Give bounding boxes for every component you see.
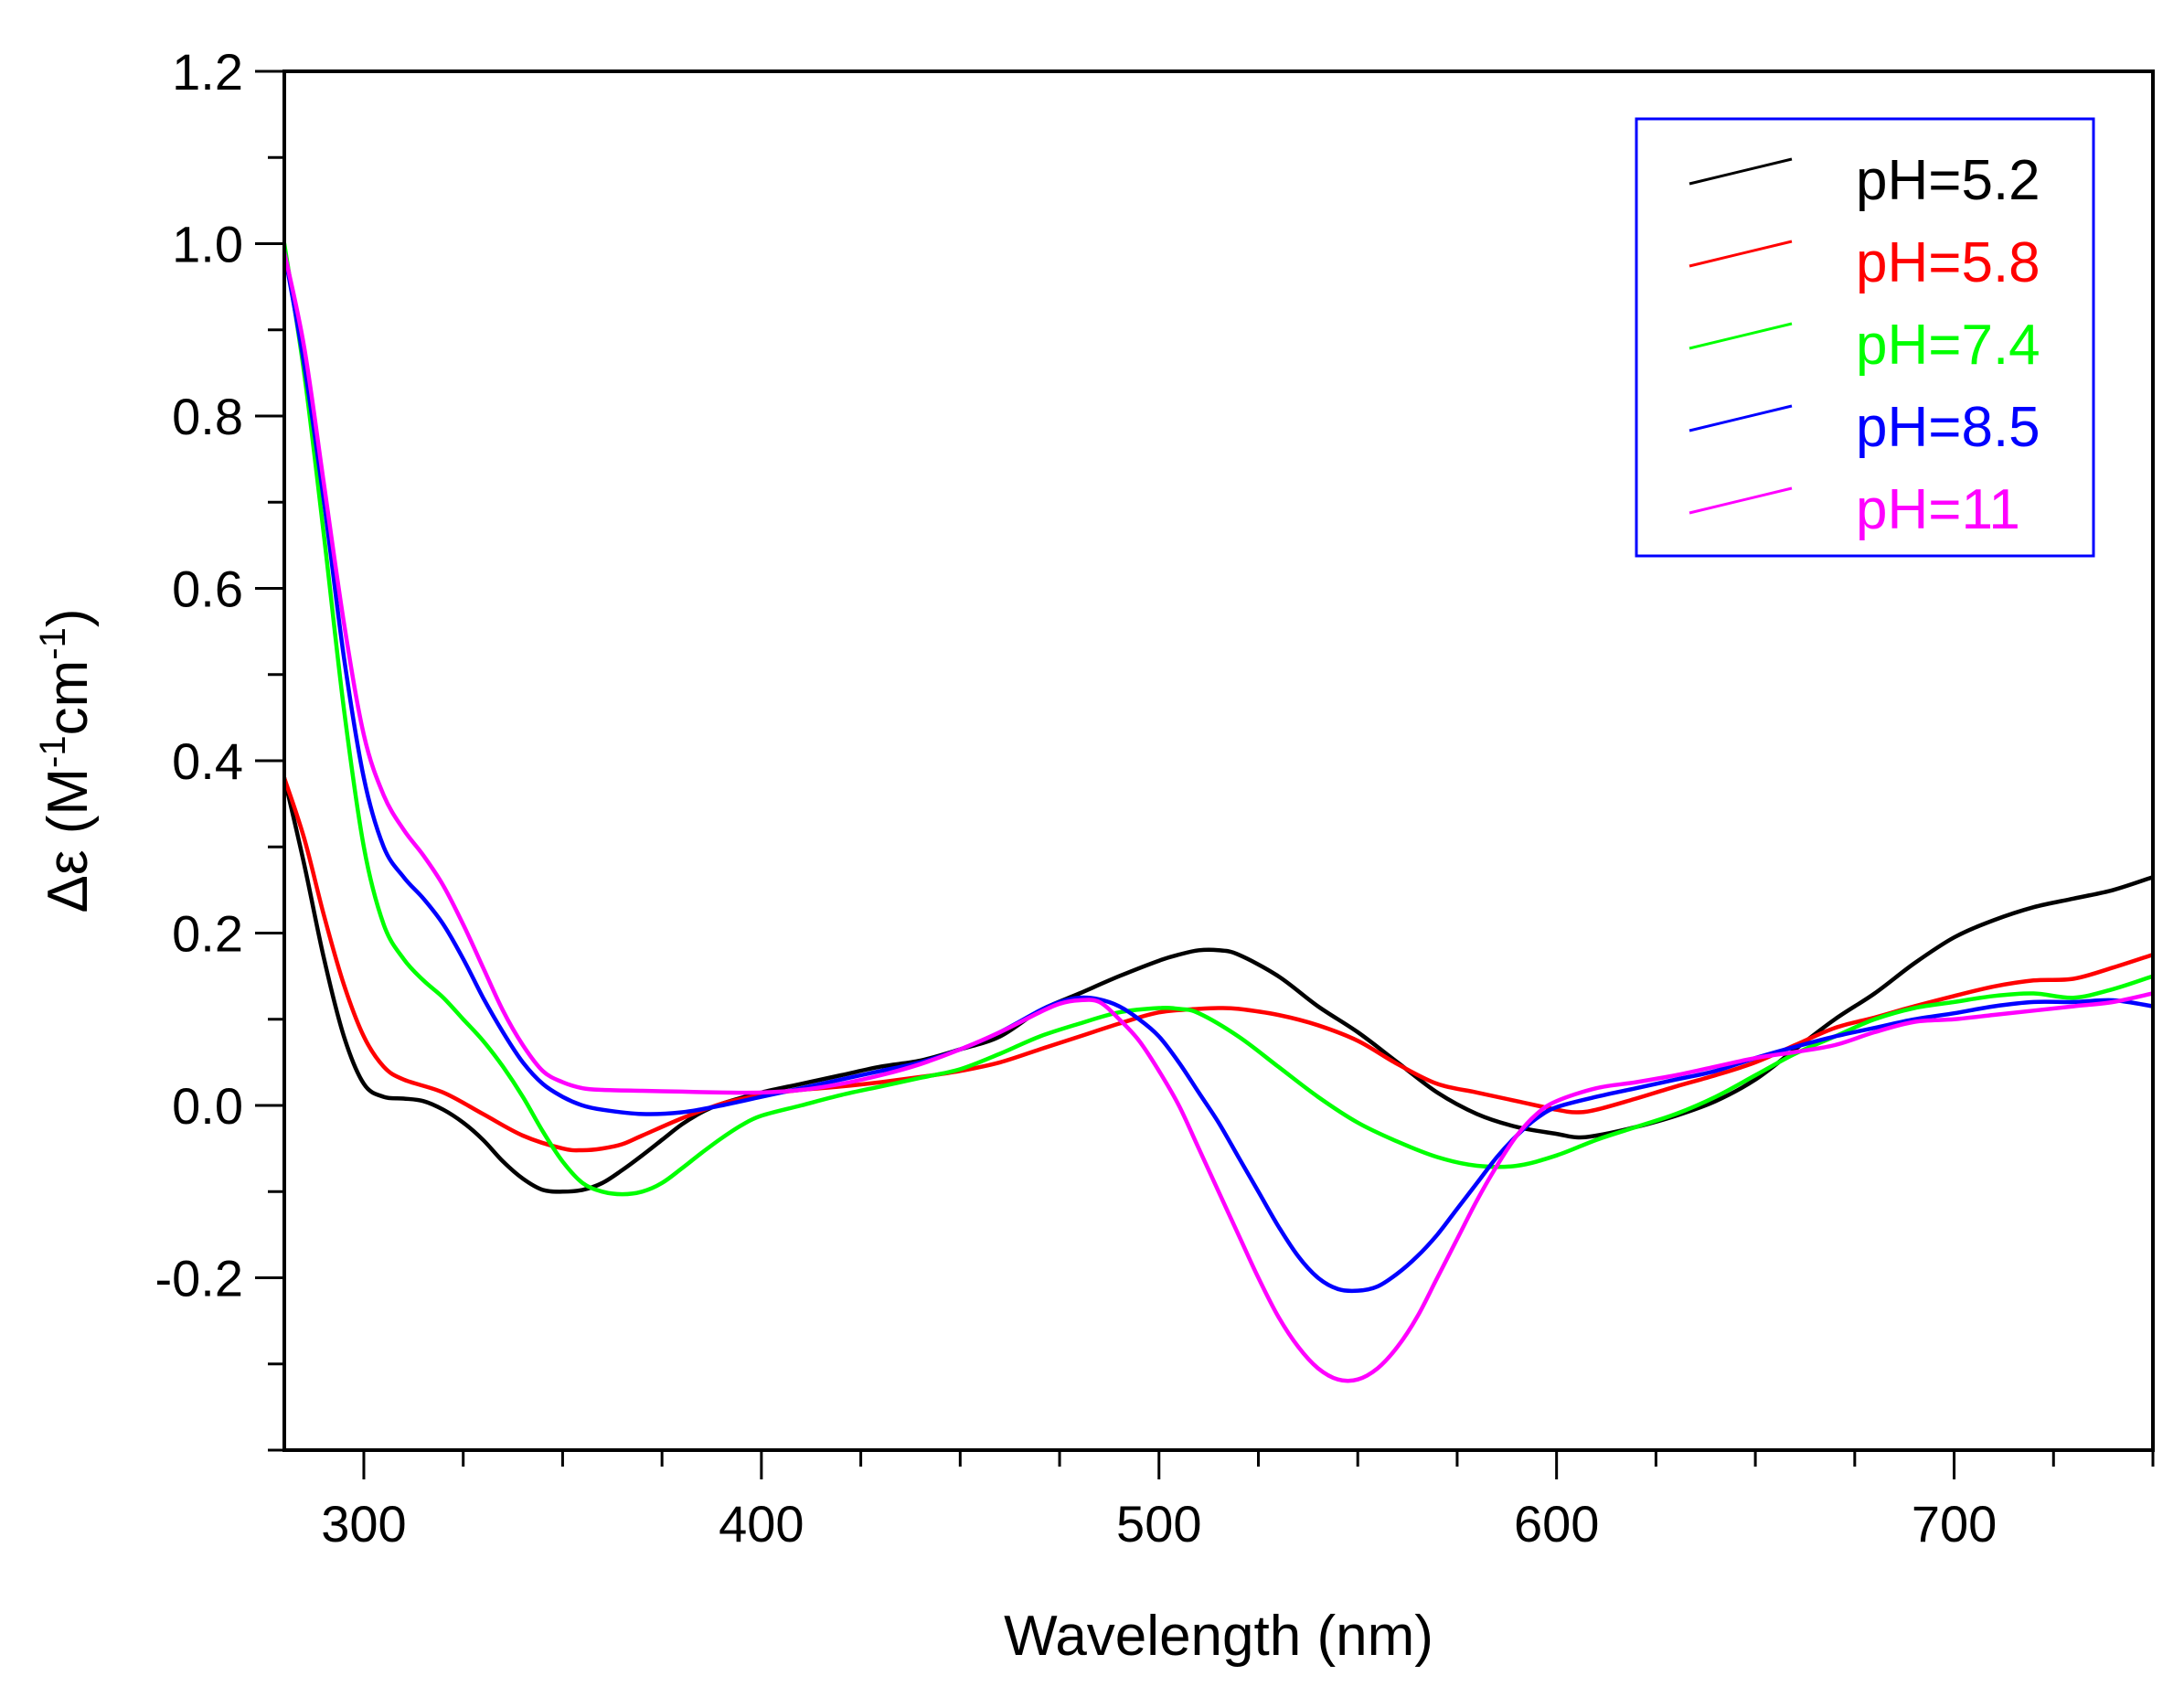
series-line-ph-5-8	[284, 775, 2153, 1153]
axis-ticks	[255, 69, 2155, 1479]
y-tick-label: 1.2	[172, 43, 243, 101]
legend: pH=5.2 pH=5.8 pH=7.4 pH=8.5 pH=11	[1635, 117, 2095, 558]
legend-label-ph-5-2: pH=5.2	[1856, 149, 2040, 212]
legend-swatch-ph-5-2	[1689, 157, 1793, 186]
series-lines	[284, 241, 2153, 1383]
tick-labels: 300 400 500 600 700 -0.2 0.0 0.2 0.4 0.6 0.8 1.0 1.2	[155, 43, 1998, 1553]
series-line-ph-5-2	[284, 775, 2153, 1194]
y-axis-label: Δε (M-1cm-1)	[33, 608, 100, 913]
legend-swatch-ph-11	[1689, 486, 1793, 515]
y-axis-label-suffix: )	[37, 608, 100, 627]
legend-label-ph-5-8: pH=5.8	[1856, 231, 2040, 294]
legend-box	[1635, 117, 2095, 558]
y-tick-label: 0.2	[172, 905, 243, 963]
y-tick-label: 0.0	[172, 1077, 243, 1135]
legend-swatch-ph-8-5	[1689, 404, 1793, 432]
legend-label-ph-11: pH=11	[1856, 478, 2020, 541]
legend-label-ph-8-5: pH=8.5	[1856, 396, 2040, 459]
plot-frame	[282, 69, 2155, 1452]
x-axis-label: Wavelength (nm)	[1004, 1605, 1433, 1668]
series-line-ph-11	[284, 250, 2153, 1383]
y-tick-label: 0.6	[172, 560, 243, 618]
series-line-ph-8-5	[284, 250, 2153, 1294]
y-tick-label: 0.8	[172, 388, 243, 445]
x-tick-label: 600	[1514, 1495, 1599, 1553]
series-line-ph-7-4	[284, 241, 2153, 1197]
y-axis-label-middle: cm	[37, 660, 100, 736]
x-tick-label: 700	[1912, 1495, 1997, 1553]
y-axis-label-prefix: Δε (M	[37, 768, 100, 913]
x-tick-label: 500	[1116, 1495, 1201, 1553]
y-tick-label: -0.2	[155, 1250, 244, 1307]
y-axis-label-sup1: -1	[33, 735, 73, 768]
legend-label-ph-7-4: pH=7.4	[1856, 314, 2040, 377]
y-axis-label-sup2: -1	[33, 627, 73, 660]
y-tick-label: 0.4	[172, 732, 243, 790]
y-tick-label: 1.0	[172, 216, 243, 273]
legend-swatch-ph-7-4	[1689, 322, 1793, 350]
legend-swatch-ph-5-8	[1689, 240, 1793, 268]
x-tick-label: 400	[719, 1495, 804, 1553]
x-tick-label: 300	[321, 1495, 406, 1553]
